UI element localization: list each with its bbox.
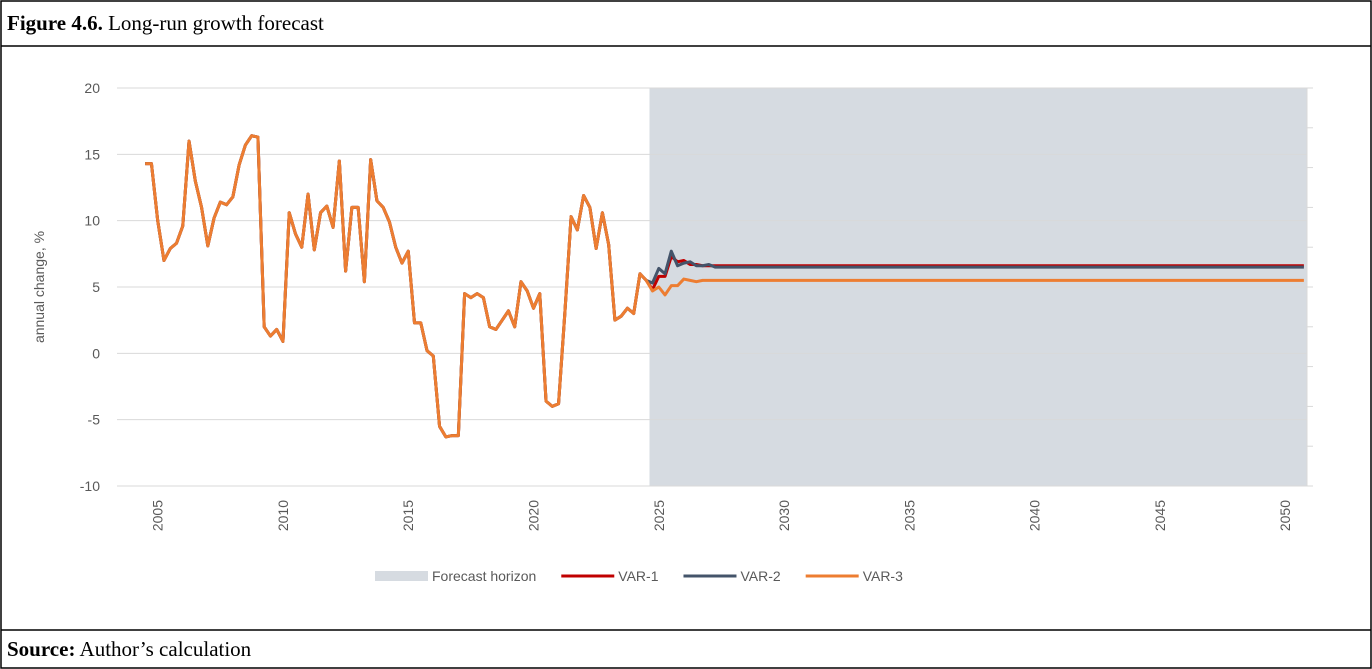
y-tick-label: 20 — [84, 80, 100, 96]
y-axis-label: annual change, % — [31, 231, 47, 343]
legend-label: VAR-3 — [863, 568, 903, 584]
source-label: Source: — [7, 637, 75, 661]
x-tick-label: 2005 — [150, 500, 166, 531]
chart: -10 -5 0 5 10 15 20 2005 2010 2015 2020 2025 2030 203… — [31, 80, 1313, 584]
legend-label: VAR-1 — [618, 568, 658, 584]
y-tick-label: 0 — [92, 345, 100, 361]
y-tick-label: -10 — [80, 478, 100, 494]
source-text: Author’s calculation — [80, 637, 252, 661]
x-tick-label: 2010 — [275, 500, 291, 531]
x-tick-label: 2020 — [526, 500, 542, 531]
series-line — [145, 134, 1304, 439]
x-tick-label: 2015 — [400, 500, 416, 531]
x-tick-label: 2045 — [1152, 500, 1168, 531]
figure-title-text: Long-run growth forecast — [108, 11, 324, 35]
figure-title: Figure 4.6. Long-run growth forecast — [7, 11, 324, 35]
figure-label: Figure 4.6. — [7, 11, 103, 35]
y-tick-label: 10 — [84, 213, 100, 229]
x-tick-label: 2035 — [901, 500, 917, 531]
y-tick-label: 5 — [92, 279, 100, 295]
source-note: Source: Author’s calculation — [7, 637, 252, 661]
y-tick-label: -5 — [88, 412, 101, 428]
x-tick-label: 2030 — [776, 500, 792, 531]
x-tick-label: 2050 — [1277, 500, 1293, 531]
legend-swatch — [375, 571, 428, 581]
y-tick-label: 15 — [84, 146, 100, 162]
x-tick-label: 2025 — [651, 500, 667, 531]
x-tick-label: 2040 — [1027, 500, 1043, 531]
legend-label: VAR-2 — [740, 568, 780, 584]
legend-label: Forecast horizon — [432, 568, 536, 584]
